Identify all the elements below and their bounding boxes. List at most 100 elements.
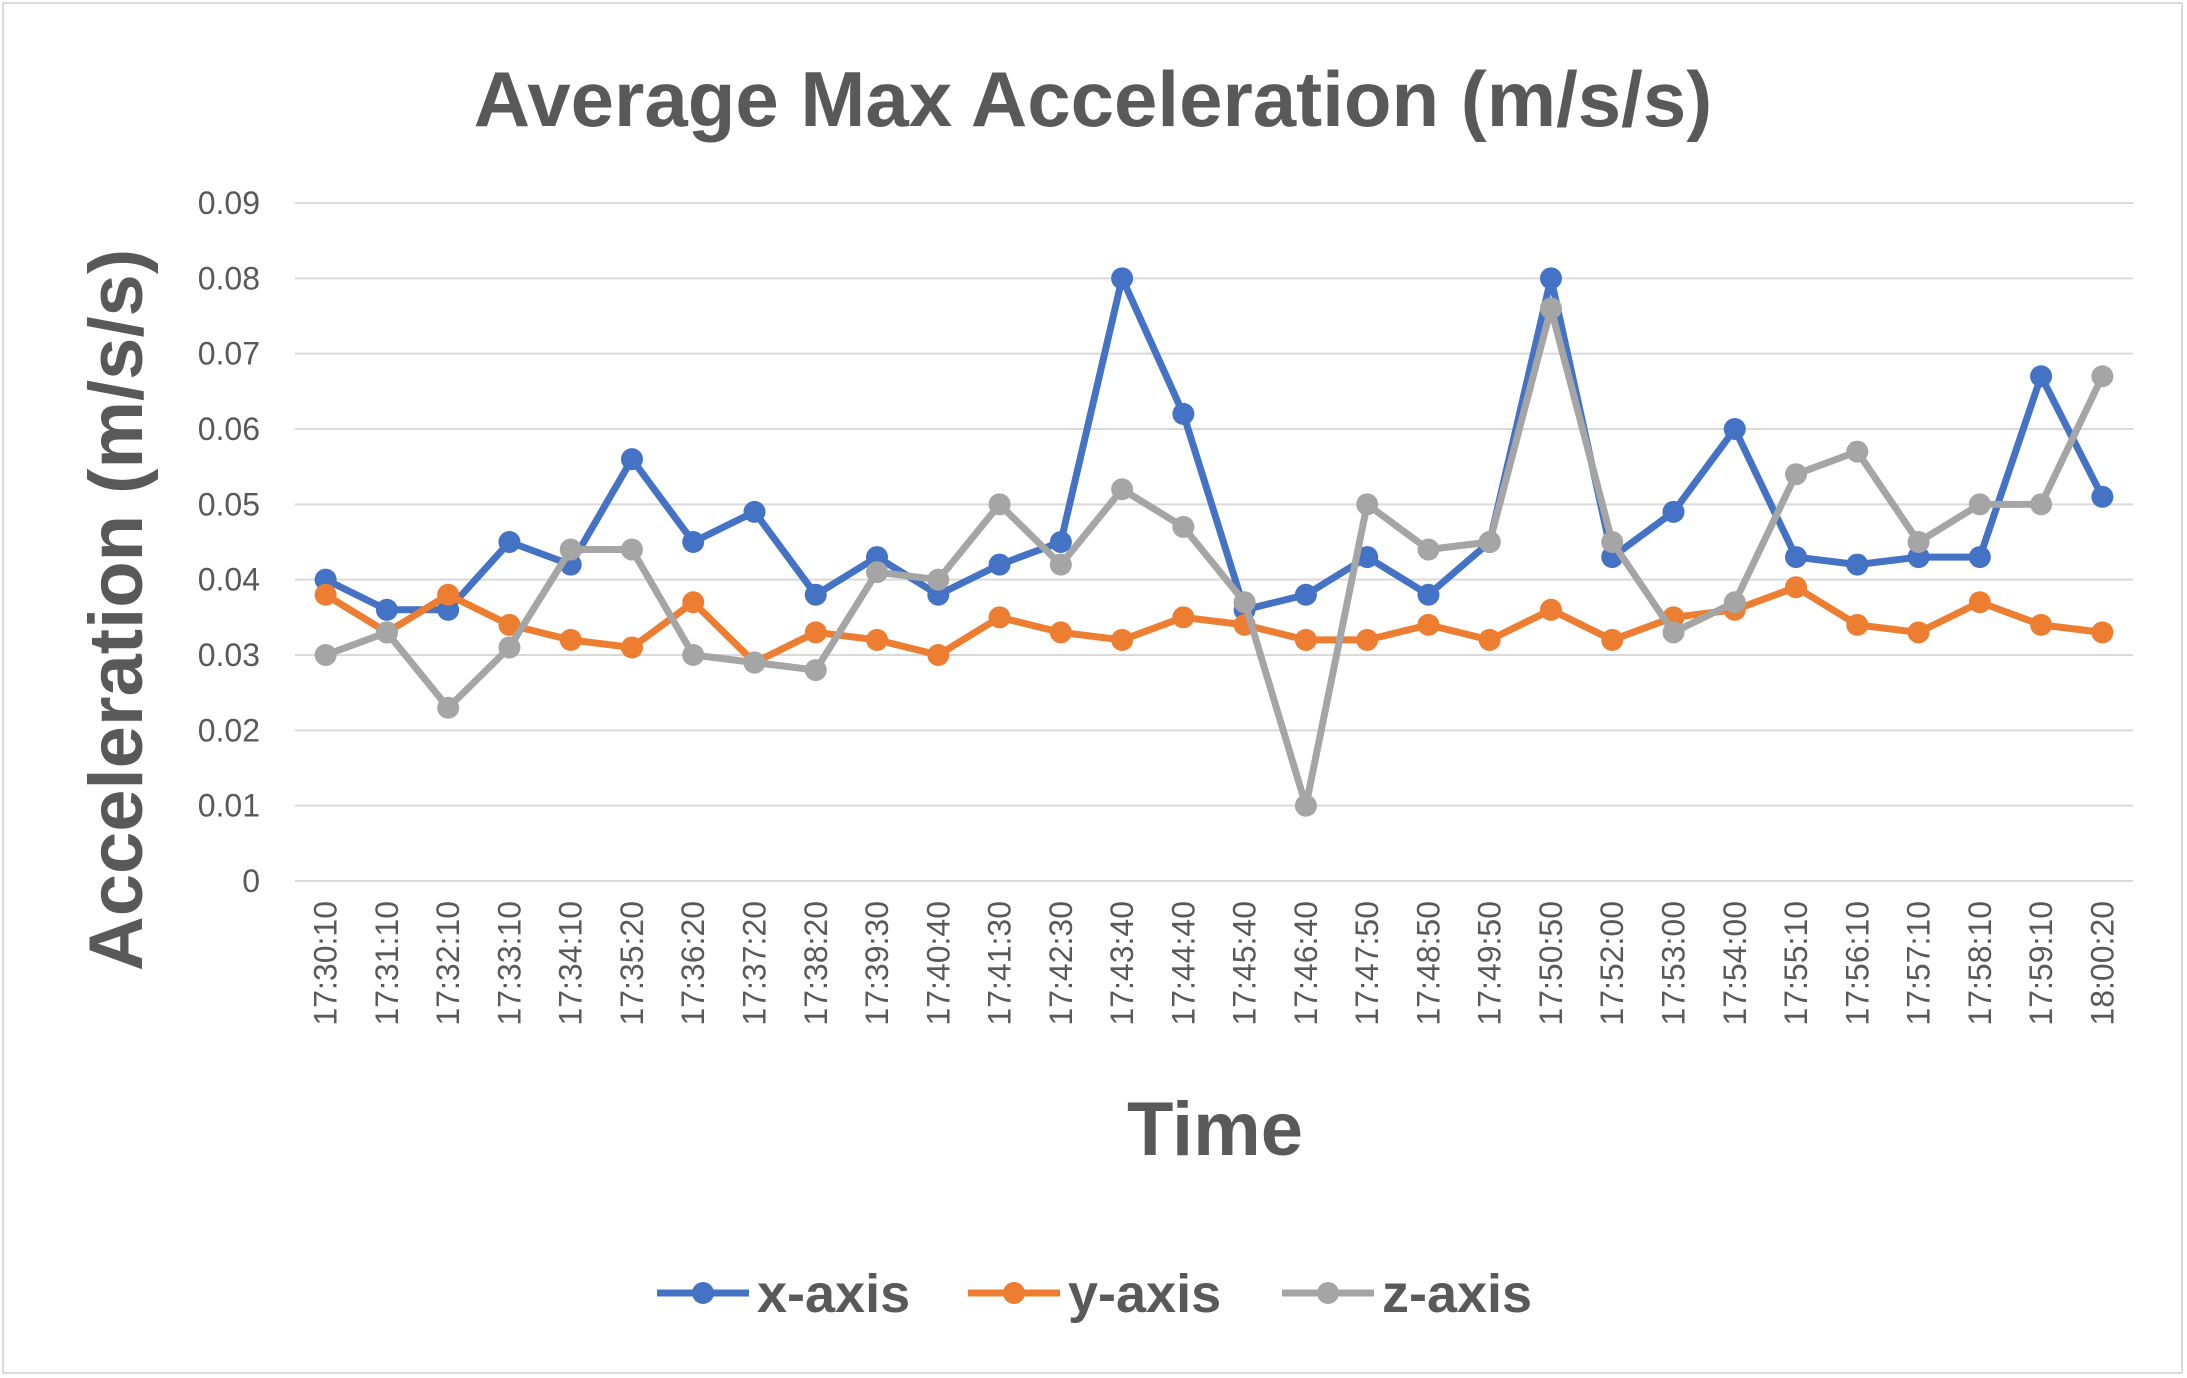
data-point bbox=[1417, 539, 1439, 561]
data-point bbox=[621, 448, 643, 470]
data-point bbox=[744, 501, 766, 523]
data-point bbox=[1356, 493, 1378, 515]
data-point bbox=[1601, 629, 1623, 651]
data-point bbox=[1663, 621, 1685, 643]
data-point bbox=[560, 539, 582, 561]
data-point bbox=[315, 644, 337, 666]
data-point bbox=[805, 621, 827, 643]
data-point bbox=[805, 584, 827, 606]
y-tick-label: 0.03 bbox=[198, 637, 260, 673]
x-tick-label: 17:34:10 bbox=[553, 901, 589, 1026]
data-point bbox=[315, 584, 337, 606]
x-tick-label: 17:46:40 bbox=[1288, 901, 1324, 1026]
x-tick-label: 17:45:40 bbox=[1227, 901, 1263, 1026]
legend: x-axis y-axis z-axis bbox=[657, 1264, 1532, 1324]
x-tick-label: 17:31:10 bbox=[369, 901, 405, 1026]
data-point bbox=[1785, 546, 1807, 568]
data-point bbox=[1172, 403, 1194, 425]
data-point bbox=[1846, 614, 1868, 636]
x-tick-label: 17:52:00 bbox=[1594, 901, 1630, 1026]
series-y-axis bbox=[315, 576, 2114, 673]
data-point bbox=[2091, 365, 2113, 387]
x-tick-label: 18:00:20 bbox=[2084, 901, 2120, 1026]
series-z-axis bbox=[315, 297, 2114, 816]
data-point bbox=[1785, 576, 1807, 598]
x-tick-label: 17:35:20 bbox=[614, 901, 650, 1026]
y-axis-title: Acceleration (m/s/s) bbox=[74, 249, 159, 971]
x-tick-label: 17:37:20 bbox=[737, 901, 773, 1026]
x-tick-label: 17:55:10 bbox=[1778, 901, 1814, 1026]
x-tick-label: 17:39:30 bbox=[859, 901, 895, 1026]
data-point bbox=[1234, 591, 1256, 613]
x-tick-label: 17:54:00 bbox=[1717, 901, 1753, 1026]
data-point bbox=[1663, 501, 1685, 523]
legend-swatch-marker bbox=[1003, 1282, 1025, 1304]
data-point bbox=[621, 539, 643, 561]
series-group bbox=[315, 267, 2114, 816]
x-tick-label: 17:36:20 bbox=[675, 901, 711, 1026]
legend-label: x-axis bbox=[757, 1264, 910, 1324]
y-tick-label: 0.02 bbox=[198, 712, 260, 748]
data-point bbox=[1417, 614, 1439, 636]
x-tick-label: 17:43:40 bbox=[1104, 901, 1140, 1026]
y-tick-label: 0.01 bbox=[198, 788, 260, 824]
x-tick-label: 17:30:10 bbox=[308, 901, 344, 1026]
data-point bbox=[682, 591, 704, 613]
data-point bbox=[498, 636, 520, 658]
y-tick-label: 0.04 bbox=[198, 562, 260, 598]
data-point bbox=[1295, 584, 1317, 606]
x-tick-label: 17:50:50 bbox=[1533, 901, 1569, 1026]
x-tick-label: 17:42:30 bbox=[1043, 901, 1079, 1026]
x-tick-label: 17:44:40 bbox=[1165, 901, 1201, 1026]
data-point bbox=[2030, 614, 2052, 636]
data-point bbox=[1356, 629, 1378, 651]
x-tick-label: 17:49:50 bbox=[1472, 901, 1508, 1026]
data-point bbox=[1479, 531, 1501, 553]
x-tick-label: 17:41:30 bbox=[982, 901, 1018, 1026]
data-point bbox=[1172, 606, 1194, 628]
data-point bbox=[1540, 297, 1562, 319]
x-tick-label: 17:48:50 bbox=[1410, 901, 1446, 1026]
data-point bbox=[1172, 516, 1194, 538]
y-tick-label: 0.09 bbox=[198, 185, 260, 221]
data-point bbox=[1111, 629, 1133, 651]
data-point bbox=[1111, 267, 1133, 289]
data-point bbox=[1908, 531, 1930, 553]
y-tick-label: 0.06 bbox=[198, 411, 260, 447]
data-point bbox=[744, 652, 766, 674]
x-tick-label: 17:47:50 bbox=[1349, 901, 1385, 1026]
data-point bbox=[1969, 493, 1991, 515]
data-point bbox=[621, 636, 643, 658]
data-point bbox=[1417, 584, 1439, 606]
x-tick-labels: 17:30:10 17:31:10 17:32:10 17:33:10 17:34:10… bbox=[308, 901, 2121, 1026]
y-tick-label: 0.07 bbox=[198, 336, 260, 372]
data-point bbox=[1846, 441, 1868, 463]
data-point bbox=[989, 606, 1011, 628]
x-tick-label: 17:59:10 bbox=[2023, 901, 2059, 1026]
data-point bbox=[1050, 554, 1072, 576]
x-tick-label: 17:40:40 bbox=[920, 901, 956, 1026]
data-point bbox=[1846, 554, 1868, 576]
x-axis-title: Time bbox=[1127, 1087, 1303, 1172]
data-point bbox=[2091, 621, 2113, 643]
series-line-y-axis bbox=[326, 587, 2103, 662]
data-point bbox=[1111, 478, 1133, 500]
data-point bbox=[1785, 463, 1807, 485]
data-point bbox=[1724, 418, 1746, 440]
data-point bbox=[866, 629, 888, 651]
data-point bbox=[2030, 493, 2052, 515]
legend-label: y-axis bbox=[1068, 1264, 1221, 1324]
legend-label: z-axis bbox=[1382, 1264, 1532, 1324]
legend-item-y-axis: y-axis bbox=[968, 1264, 1221, 1324]
data-point bbox=[1295, 795, 1317, 817]
y-tick-label: 0.08 bbox=[198, 260, 260, 296]
data-point bbox=[682, 531, 704, 553]
x-tick-label: 17:57:10 bbox=[1901, 901, 1937, 1026]
data-point bbox=[927, 644, 949, 666]
y-tick-label: 0.05 bbox=[198, 486, 260, 522]
data-point bbox=[1969, 546, 1991, 568]
data-point bbox=[682, 644, 704, 666]
y-tick-label: 0 bbox=[242, 863, 260, 899]
data-point bbox=[866, 561, 888, 583]
